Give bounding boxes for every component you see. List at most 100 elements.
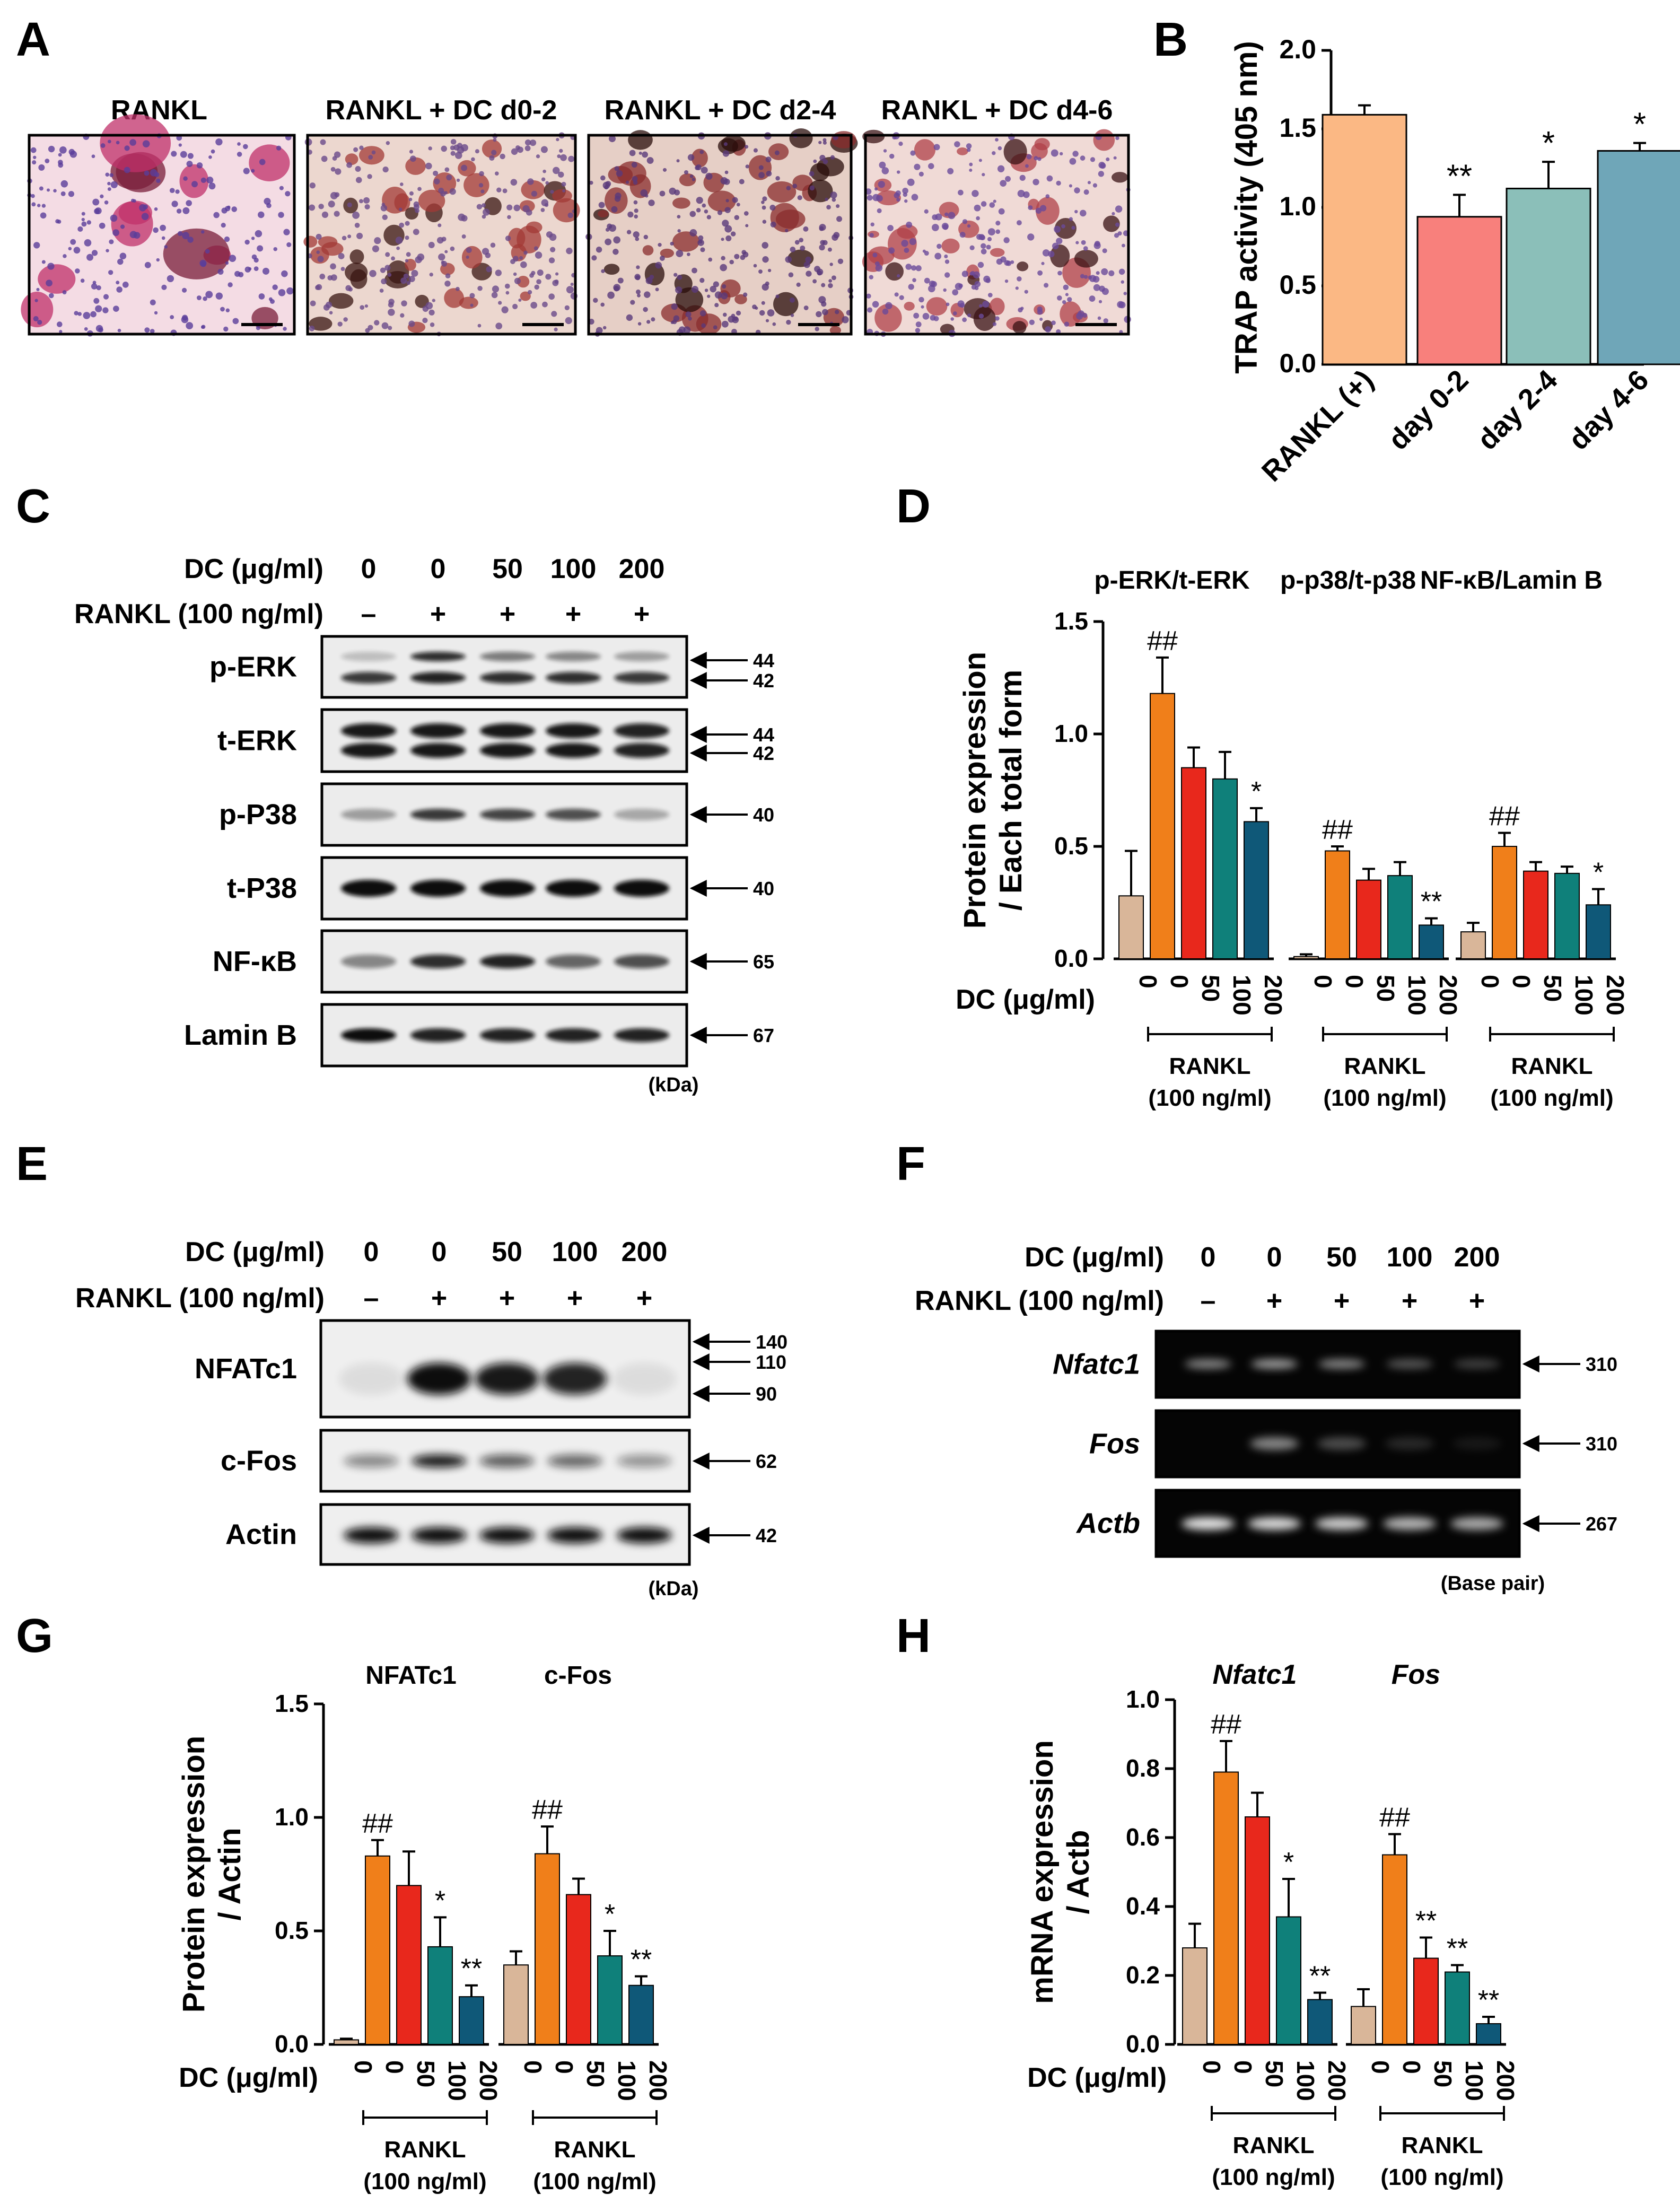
- nucleus-dot: [977, 261, 984, 268]
- nucleus-dot: [186, 322, 194, 330]
- band: [1250, 1437, 1299, 1450]
- nucleus-dot: [449, 188, 456, 195]
- nucleus-dot: [415, 256, 422, 264]
- osteoclast-cell: [21, 292, 54, 328]
- osteoclast-cell: [1060, 301, 1082, 327]
- nucleus-dot: [153, 227, 159, 233]
- nucleus-dot: [918, 296, 924, 303]
- band: [412, 1527, 467, 1543]
- dose-label: 0: [1198, 2060, 1226, 2074]
- size-marker: 42: [756, 1525, 777, 1546]
- nucleus-dot: [110, 181, 118, 188]
- nucleus-dot: [330, 191, 338, 199]
- nucleus-dot: [638, 151, 642, 155]
- bar: [1419, 925, 1443, 959]
- nucleus-dot: [820, 240, 825, 246]
- rankl-sign: +: [634, 599, 650, 629]
- bar-outline: [334, 2039, 359, 2045]
- x-tick-label: day 2-4: [1471, 364, 1563, 456]
- nucleus-dot: [714, 291, 722, 299]
- band: [480, 809, 535, 820]
- nucleus-dot: [120, 224, 125, 229]
- y-tick-label: 0.2: [1126, 1961, 1160, 1989]
- y-tick-label: 0.8: [1126, 1754, 1160, 1782]
- significance-mark: *: [435, 1885, 445, 1916]
- nucleus-dot: [633, 231, 640, 238]
- osteoclast-cell: [675, 287, 704, 312]
- nucleus-dot: [722, 284, 727, 289]
- nucleus-dot: [607, 223, 612, 229]
- nucleus-dot: [106, 249, 109, 252]
- rankl-sign: –: [364, 1283, 379, 1314]
- nucleus-dot: [40, 212, 47, 219]
- nucleus-dot: [315, 285, 320, 291]
- nucleus-dot: [765, 281, 769, 286]
- nucleus-dot: [992, 322, 997, 326]
- nucleus-dot: [655, 287, 659, 292]
- nucleus-dot: [1037, 309, 1043, 315]
- nucleus-dot: [413, 201, 419, 207]
- nucleus-dot: [872, 301, 879, 308]
- dose-header: 200: [622, 1237, 668, 1267]
- nucleus-dot: [144, 327, 150, 333]
- rankl-conc-label: (100 ng/ml): [1490, 1085, 1613, 1111]
- nucleus-dot: [62, 290, 67, 295]
- nucleus-dot: [201, 230, 205, 234]
- nucleus-dot: [150, 299, 156, 305]
- dose-label: 0: [1309, 975, 1337, 989]
- nucleus-dot: [872, 194, 880, 202]
- nucleus-dot: [381, 322, 389, 329]
- nucleus-dot: [566, 247, 573, 255]
- nucleus-dot: [507, 215, 511, 220]
- nucleus-dot: [112, 229, 120, 237]
- dose-label: 200: [1602, 975, 1629, 1016]
- nucleus-dot: [177, 231, 183, 237]
- nucleus-dot: [818, 141, 822, 144]
- nucleus-dot: [355, 177, 362, 183]
- nucleus-dot: [492, 285, 500, 293]
- nucleus-dot: [883, 149, 887, 153]
- osteoclast-cell: [1112, 172, 1128, 183]
- nucleus-dot: [1032, 179, 1039, 186]
- nucleus-dot: [593, 298, 598, 303]
- nucleus-dot: [441, 145, 447, 152]
- nucleus-dot: [368, 155, 373, 160]
- nucleus-dot: [708, 257, 713, 262]
- bar-outline: [1181, 767, 1206, 959]
- nucleus-dot: [444, 250, 448, 253]
- nucleus-dot: [477, 323, 482, 328]
- significance-mark: **: [1421, 887, 1442, 917]
- y-tick-label: 1.5: [275, 1690, 309, 1717]
- bar-outline: [1597, 150, 1680, 365]
- nucleus-dot: [962, 219, 968, 224]
- dose-header: 100: [550, 554, 597, 584]
- nucleus-dot: [724, 225, 732, 233]
- band: [480, 880, 535, 897]
- dose-label: 0: [349, 2060, 377, 2074]
- nucleus-dot: [364, 204, 370, 209]
- nucleus-dot: [251, 237, 255, 240]
- dose-label: 0: [1508, 975, 1535, 989]
- nucleus-dot: [441, 260, 445, 264]
- nucleus-dot: [677, 229, 681, 233]
- significance-mark: *: [1593, 858, 1604, 888]
- nucleus-dot: [761, 301, 765, 305]
- nucleus-dot: [98, 327, 103, 333]
- nucleus-dot: [337, 321, 343, 327]
- nucleus-dot: [220, 307, 225, 312]
- nucleus-dot: [1015, 286, 1019, 290]
- nucleus-dot: [213, 212, 220, 218]
- nucleus-dot: [1029, 319, 1035, 325]
- y-axis-title: Protein expression: [177, 1736, 211, 2013]
- nucleus-dot: [1071, 225, 1075, 230]
- nucleus-dot: [399, 182, 404, 186]
- nucleus-dot: [486, 266, 492, 273]
- nucleus-dot: [455, 286, 460, 291]
- rankl-group-label: RANKL: [554, 2137, 636, 2163]
- nucleus-dot: [482, 203, 486, 208]
- nucleus-dot: [1122, 243, 1125, 248]
- nucleus-dot: [321, 155, 328, 162]
- nucleus-dot: [570, 282, 574, 286]
- nucleus-dot: [445, 273, 451, 279]
